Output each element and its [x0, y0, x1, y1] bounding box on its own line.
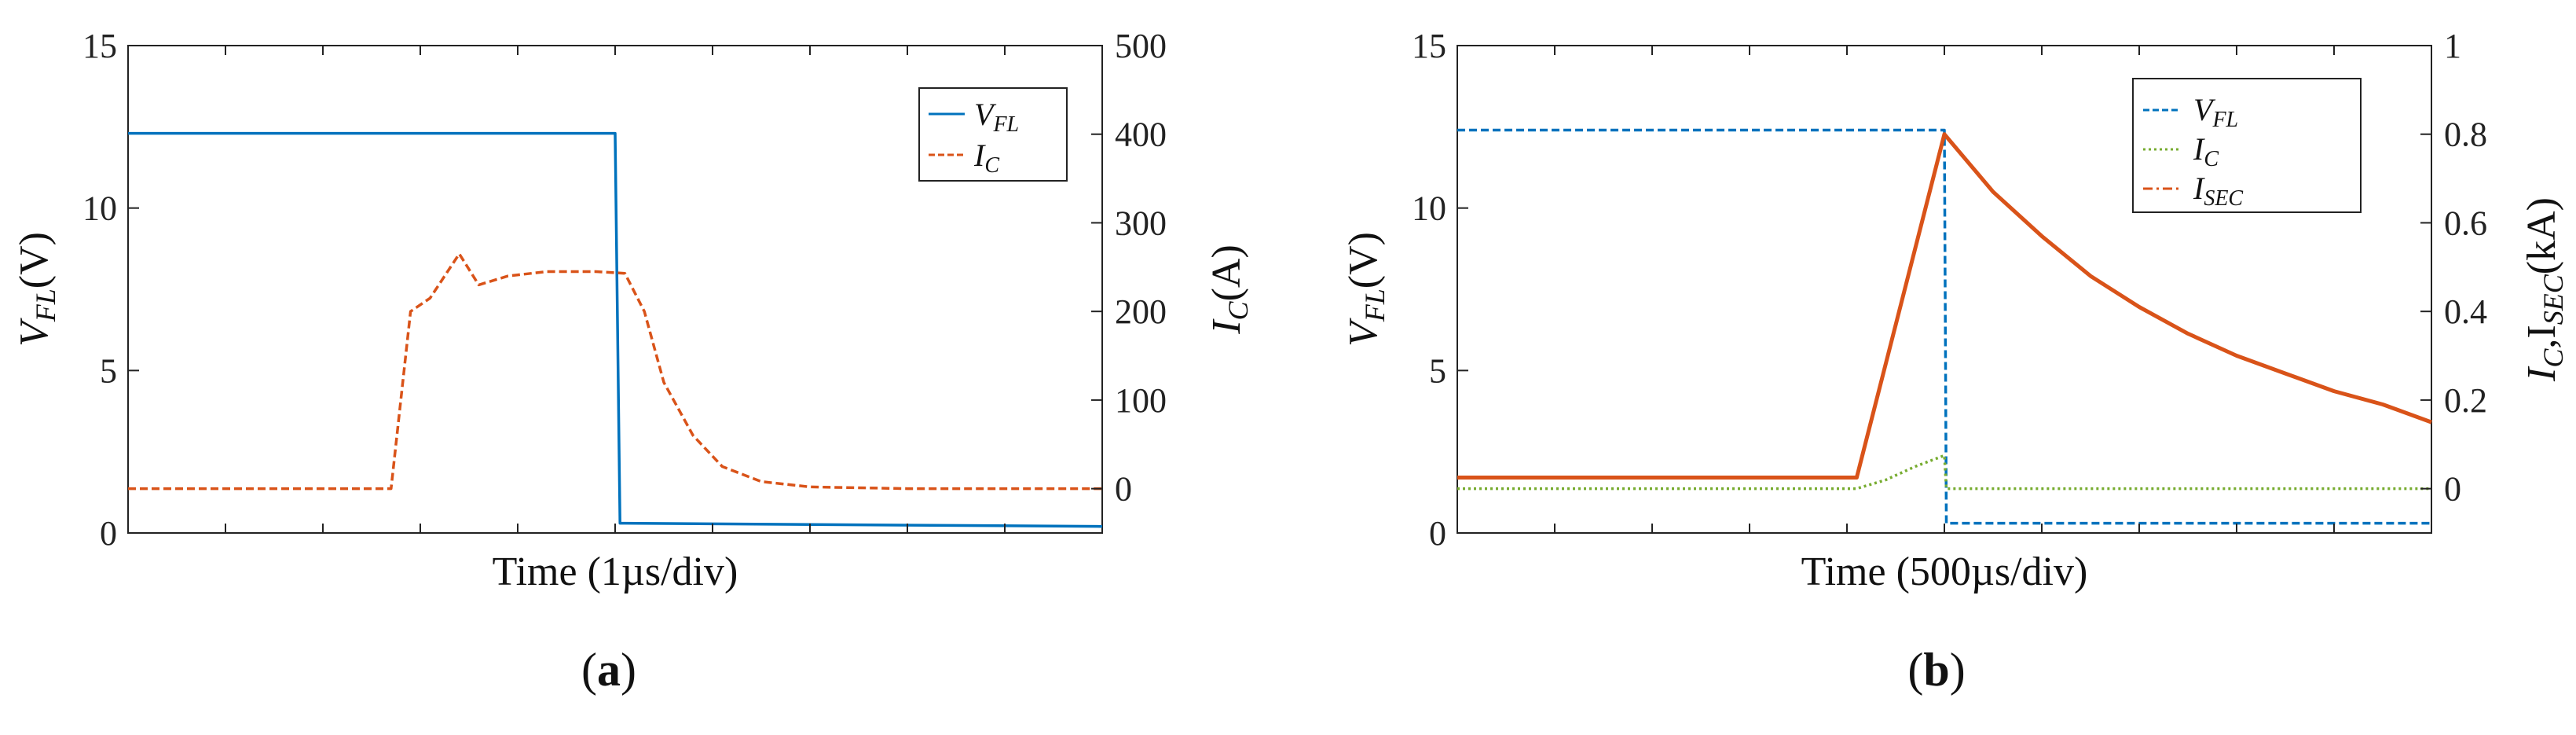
panel-a-right-axis-label: IC(A) [1204, 244, 1254, 335]
panel-b-series-vfl [1457, 128, 2431, 525]
panel-a-left-tick-label: 15 [82, 27, 117, 65]
panel-a-legend: VFL IC [918, 87, 1068, 182]
panel-a-legend-label-vfl: VFL [974, 97, 1019, 137]
panel-a-right-tick-label: 500 [1115, 27, 1167, 65]
panel-b-right-tick-label: 0.6 [2444, 204, 2487, 242]
panel-b-right-tick-label: 0.4 [2444, 292, 2487, 331]
panel-b-series [1457, 128, 2432, 525]
panel-a-right-tick-label: 400 [1115, 116, 1167, 154]
panel-b-right-tick-label: 0 [2444, 470, 2461, 509]
panel-b-right-tick-label: 1 [2444, 27, 2461, 65]
panel-b-right-tick-label: 0.2 [2444, 381, 2487, 420]
panel-b-left-tick-label: 10 [1412, 189, 1446, 228]
panel-a-left-axis-label: VFL(V) [12, 232, 61, 347]
panel-b-left-tick-label: 0 [1429, 514, 1446, 553]
panel-a-left-tick-label: 5 [100, 351, 117, 390]
panel-b-legend-label-isec: ISEC [2193, 171, 2243, 211]
panel-b-left-tick-label: 15 [1412, 27, 1446, 65]
panel-b-series-isec [1457, 132, 2432, 480]
panel-b-right-axis-label: IC,ISEC(kA) [2519, 197, 2569, 382]
panel-a-series-vfl [128, 131, 1103, 528]
panel-a-series [128, 131, 1103, 528]
panel-b-series-ic [1457, 454, 2431, 491]
panel-a-right-tick-label: 300 [1115, 204, 1167, 242]
panel-b-label: (b) [1907, 644, 1965, 696]
panel-a-left-tick-label: 10 [82, 189, 117, 228]
panel-a-ticks: 0 5 10 15 0 100 200 300 400 500 [82, 27, 1167, 553]
panel-a-x-axis-label: Time (1µs/div) [493, 549, 738, 594]
panel-a-legend-box [918, 87, 1068, 182]
panel-b: 0 5 10 15 0 0.2 0.4 0.6 0.8 1 Time (500µs/div) VF… [1341, 27, 2569, 696]
panel-b-x-axis-label: Time (500µs/div) [1801, 549, 2088, 594]
panel-b-left-tick-label: 5 [1429, 351, 1446, 390]
panel-a-right-tick-label: 100 [1115, 381, 1167, 420]
panel-a: 0 5 10 15 0 100 200 300 400 500 Time (1µs/div) VF… [12, 27, 1254, 696]
panel-a-right-tick-label: 200 [1115, 292, 1167, 331]
panel-b-left-axis-label: VFL(V) [1341, 232, 1391, 347]
panel-a-left-tick-label: 0 [100, 514, 117, 553]
panel-b-legend-label-vfl: VFL [2193, 92, 2238, 132]
panel-b-legend-box [2132, 78, 2362, 213]
panel-a-legend-label-ic: IC [973, 138, 999, 178]
panel-b-legend: VFL IC ISEC [2132, 78, 2362, 213]
panel-b-right-tick-label: 0.8 [2444, 116, 2487, 154]
panel-a-right-tick-label: 0 [1115, 470, 1132, 509]
panel-a-series-ic [128, 252, 1102, 491]
panel-b-legend-label-ic: IC [2193, 131, 2219, 171]
panel-b-ticks: 0 5 10 15 0 0.2 0.4 0.6 0.8 1 [1412, 27, 2487, 553]
panel-a-label: (a) [581, 644, 636, 696]
